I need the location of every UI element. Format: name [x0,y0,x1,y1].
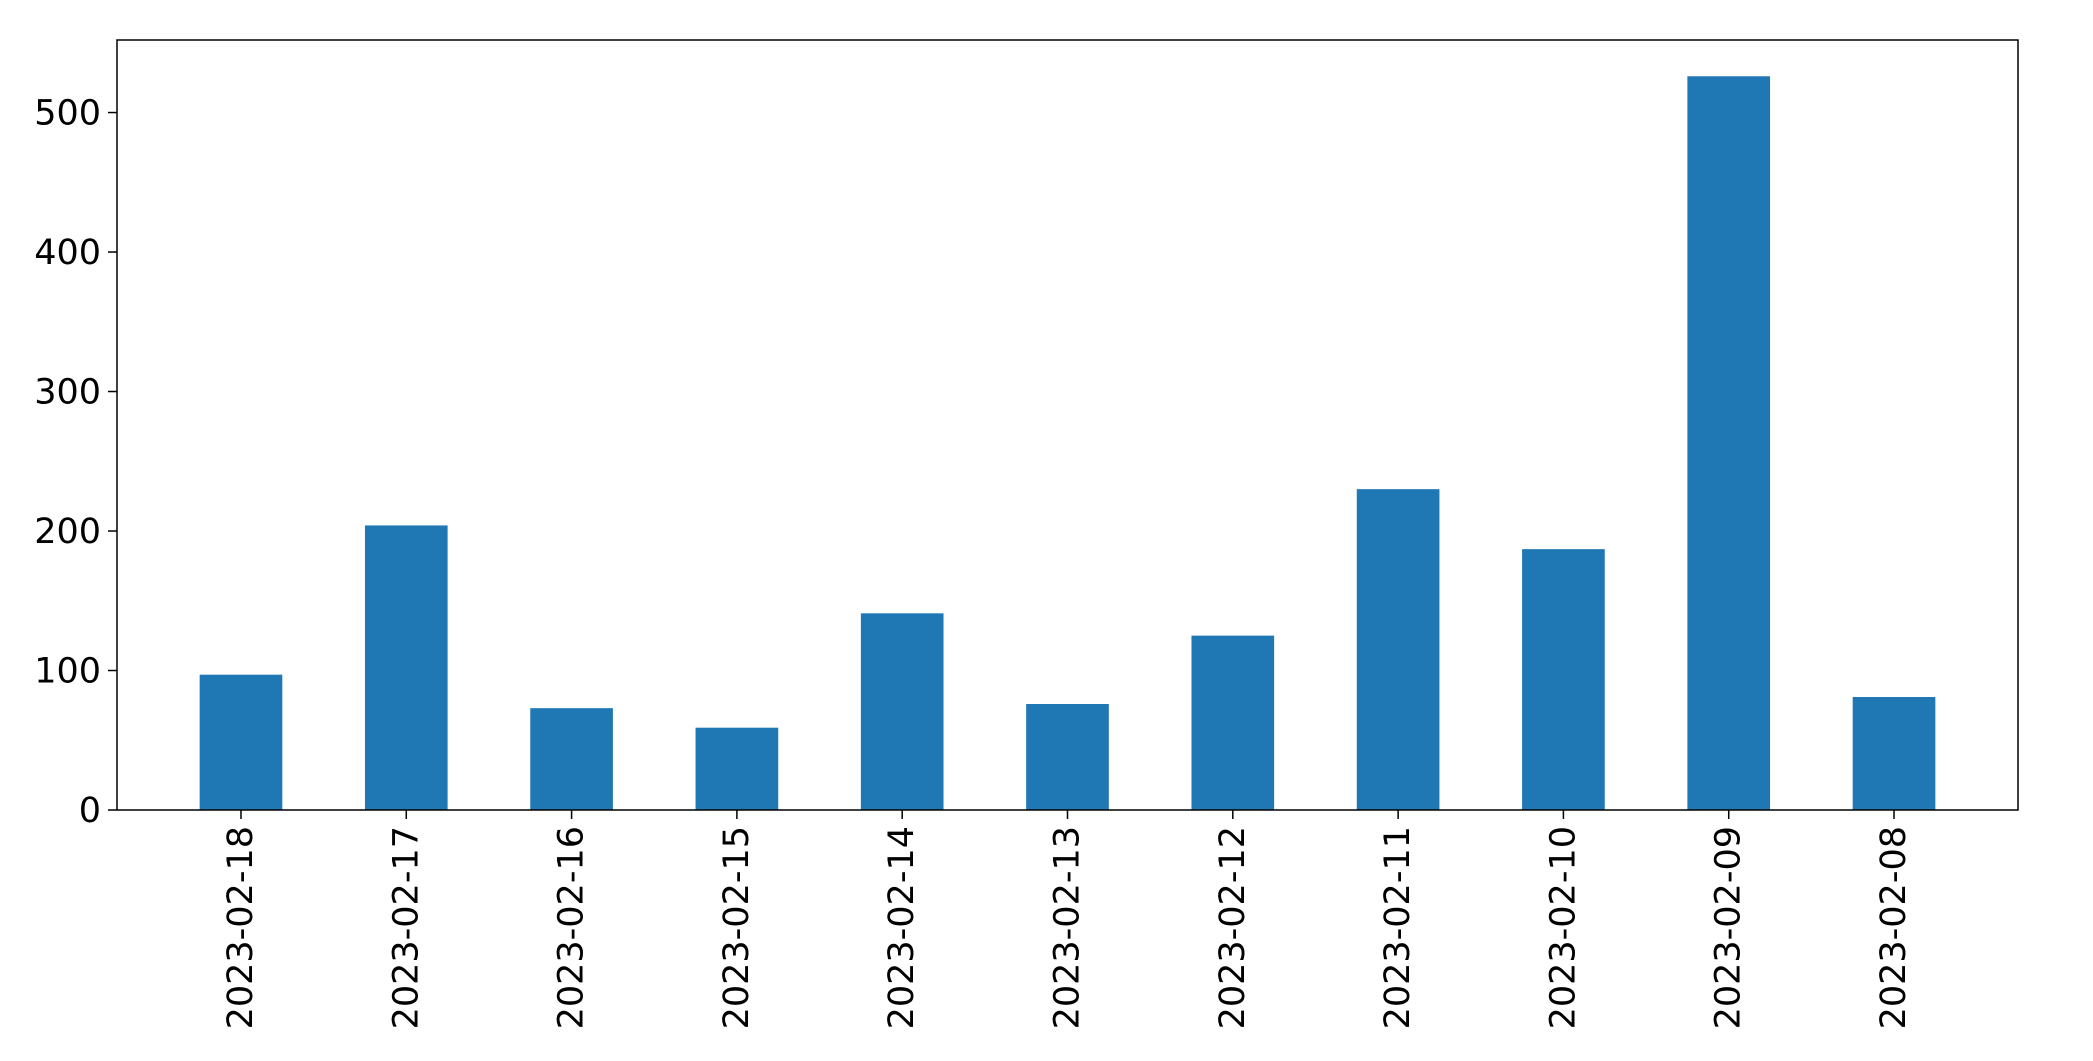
x-tick-label: 2023-02-11 [1378,826,1418,1029]
x-tick-label: 2023-02-08 [1874,826,1914,1029]
bar-2023-02-18 [199,674,283,810]
bar-2023-02-15 [695,727,779,810]
bar-2023-02-13 [1026,703,1109,810]
bar-2023-02-08 [1852,697,1936,810]
bars-layer [199,76,1936,810]
bar-2023-02-09 [1687,76,1771,810]
bar-2023-02-14 [860,613,944,810]
y-tick-label: 0 [79,791,101,831]
x-tick-label: 2023-02-14 [882,826,922,1029]
bar-2023-02-17 [364,525,448,810]
y-tick-label: 400 [34,233,101,273]
bar-2023-02-16 [530,708,613,810]
y-tick-label: 300 [34,373,101,413]
x-tick-label: 2023-02-10 [1543,826,1583,1029]
x-axis: 2023-02-18 2023-02-17 2023-02-16 2023-02-15… [221,810,1914,1029]
y-axis: 0 100 200 300 400 500 [34,94,117,831]
x-tick-label: 2023-02-18 [221,826,261,1029]
x-tick-label: 2023-02-15 [717,826,757,1029]
bar-2023-02-10 [1522,549,1605,810]
x-tick-label: 2023-02-13 [1048,826,1088,1029]
bar-2023-02-12 [1191,635,1275,810]
y-tick-label: 100 [34,652,101,692]
x-tick-label: 2023-02-17 [386,826,426,1029]
y-tick-label: 500 [34,94,101,134]
bar-2023-02-11 [1356,489,1440,810]
x-tick-label: 2023-02-12 [1213,826,1253,1029]
plot-frame [116,39,2019,811]
x-tick-label: 2023-02-16 [552,826,592,1029]
y-tick-label: 200 [34,512,101,552]
x-tick-label: 2023-02-09 [1709,826,1749,1029]
